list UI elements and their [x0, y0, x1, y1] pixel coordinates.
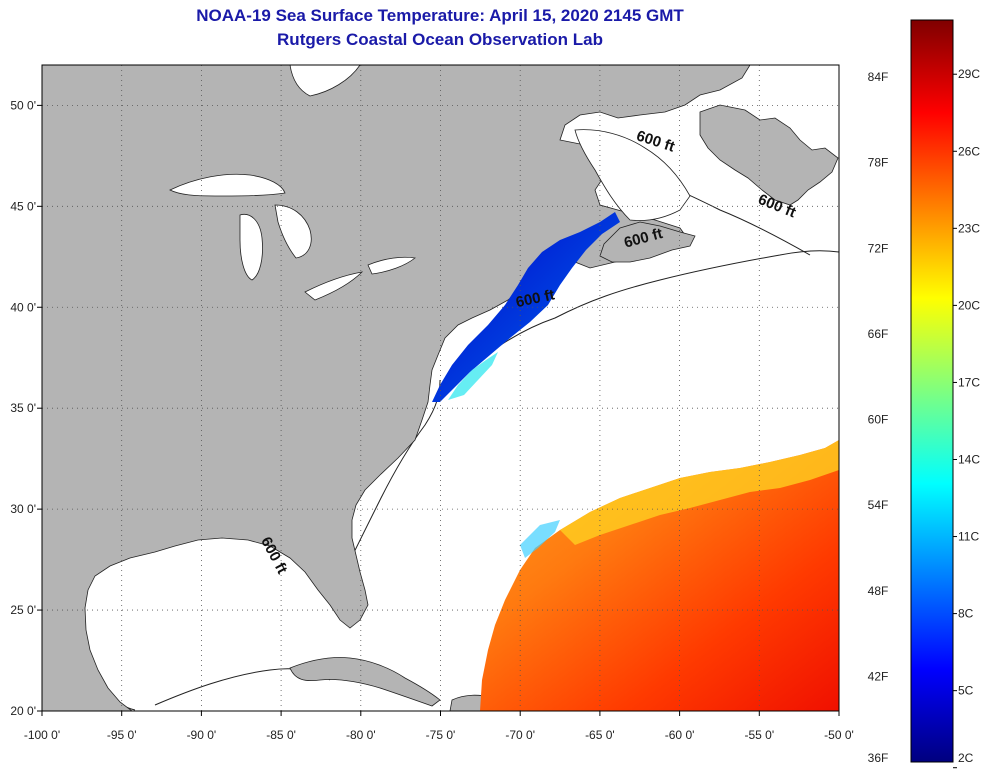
lon-tick-label: -65 0': [585, 728, 615, 742]
map-title: NOAA-19 Sea Surface Temperature: April 1…: [196, 6, 684, 25]
lon-tick-label: -90 0': [187, 728, 217, 742]
sst-shelf-water: [448, 352, 498, 400]
lon-tick-label: -50 0': [824, 728, 854, 742]
lat-tick-label: 20 0': [10, 704, 36, 718]
lake-huron: [274, 204, 312, 259]
sst-warm-region: [480, 440, 839, 711]
lat-tick-label: 50 0': [10, 98, 36, 112]
lon-tick-label: -75 0': [426, 728, 456, 742]
map-subtitle: Rutgers Coastal Ocean Observation Lab: [277, 30, 603, 49]
lat-tick-label: 40 0': [10, 300, 36, 314]
lake-erie: [304, 271, 364, 301]
lat-tick-label: 30 0': [10, 502, 36, 516]
lat-tick-label: 45 0': [10, 199, 36, 213]
lon-tick-label: -80 0': [346, 728, 376, 742]
lon-tick-label: -95 0': [107, 728, 137, 742]
lat-tick-label: 35 0': [10, 401, 36, 415]
lon-tick-label: -85 0': [266, 728, 296, 742]
land-newfoundland: [699, 104, 839, 206]
lake-superior: [169, 173, 286, 197]
lon-tick-label: -100 0': [24, 728, 60, 742]
lon-tick-label: -55 0': [744, 728, 774, 742]
lat-tick-label: 25 0': [10, 603, 36, 617]
land-cuba: [289, 657, 441, 707]
sst-cold-region: [432, 212, 620, 402]
hudson-bay-edge: [289, 65, 361, 97]
sst-cool-fringe: [520, 520, 560, 558]
lake-michigan: [239, 213, 263, 281]
gulf-of-st-lawrence: [574, 129, 691, 221]
lon-tick-label: -70 0': [505, 728, 535, 742]
axis-ticks: -100 0' -95 0' -90 0' -85 0' -80 0' -75 0' -70…: [10, 98, 853, 742]
lon-tick-label: -60 0': [665, 728, 695, 742]
shelf-contour-northeast: [454, 250, 839, 381]
lake-ontario: [367, 256, 416, 275]
sst-warm-fringe: [560, 440, 839, 545]
